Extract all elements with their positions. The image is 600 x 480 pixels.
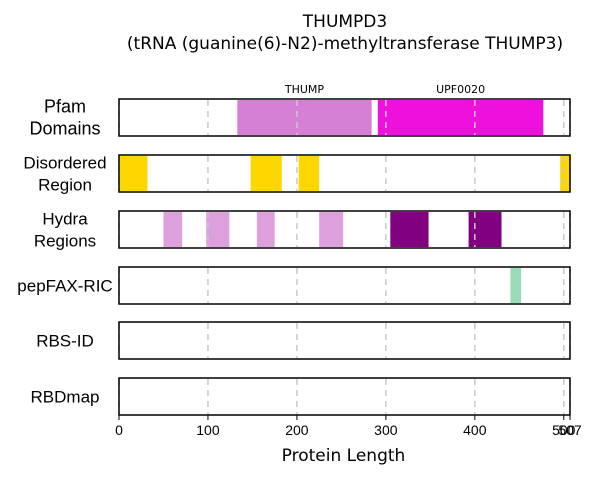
lane-frame	[118, 377, 571, 416]
lane-label: RBDmap	[31, 388, 100, 407]
x-tick-label: 200	[285, 422, 309, 438]
lane-label: Region	[38, 176, 92, 195]
lane-label: Regions	[34, 232, 96, 251]
x-tick-label: 507	[558, 422, 582, 438]
x-tick-label: 500	[552, 422, 576, 438]
lane-label: Domains	[29, 119, 100, 139]
segment-2-1	[119, 156, 148, 191]
segment-3-5	[390, 212, 429, 247]
x-tick-label: 300	[374, 422, 398, 438]
lane-frame	[118, 154, 571, 193]
segment-3-1	[163, 212, 183, 247]
lane-frame	[118, 98, 571, 137]
lane-label: Hydra	[42, 210, 88, 229]
segment-4-1	[510, 268, 522, 303]
lane-frame	[118, 321, 571, 360]
lane-label: pepFAX-RIC	[17, 277, 112, 296]
lane-label: Pfam	[44, 97, 86, 117]
lane-label: Disordered	[23, 154, 106, 173]
domain-label: THUMP	[284, 83, 325, 96]
x-tick-label: 100	[196, 422, 220, 438]
segment-2-2	[250, 156, 282, 191]
segment-1-1	[237, 100, 372, 135]
chart-title-line1: THUMPD3	[302, 12, 388, 32]
segment-3-4	[319, 212, 344, 247]
lane-frame	[118, 266, 571, 305]
x-axis-label: Protein Length	[282, 446, 406, 466]
segment-3-3	[256, 212, 275, 247]
lane-frame	[118, 210, 571, 249]
segment-1-2	[377, 100, 544, 135]
x-tick-label: 0	[115, 422, 123, 438]
segment-2-3	[298, 156, 320, 191]
segment-2-4	[560, 156, 570, 191]
domain-label: UPF0020	[436, 83, 485, 96]
x-tick-label: 400	[463, 422, 487, 438]
segment-3-2	[206, 212, 230, 247]
lane-label: RBS-ID	[36, 332, 94, 351]
chart-title-line2: (tRNA (guanine(6)-N2)-methyltransferase …	[126, 34, 564, 54]
segment-3-6	[468, 212, 502, 247]
